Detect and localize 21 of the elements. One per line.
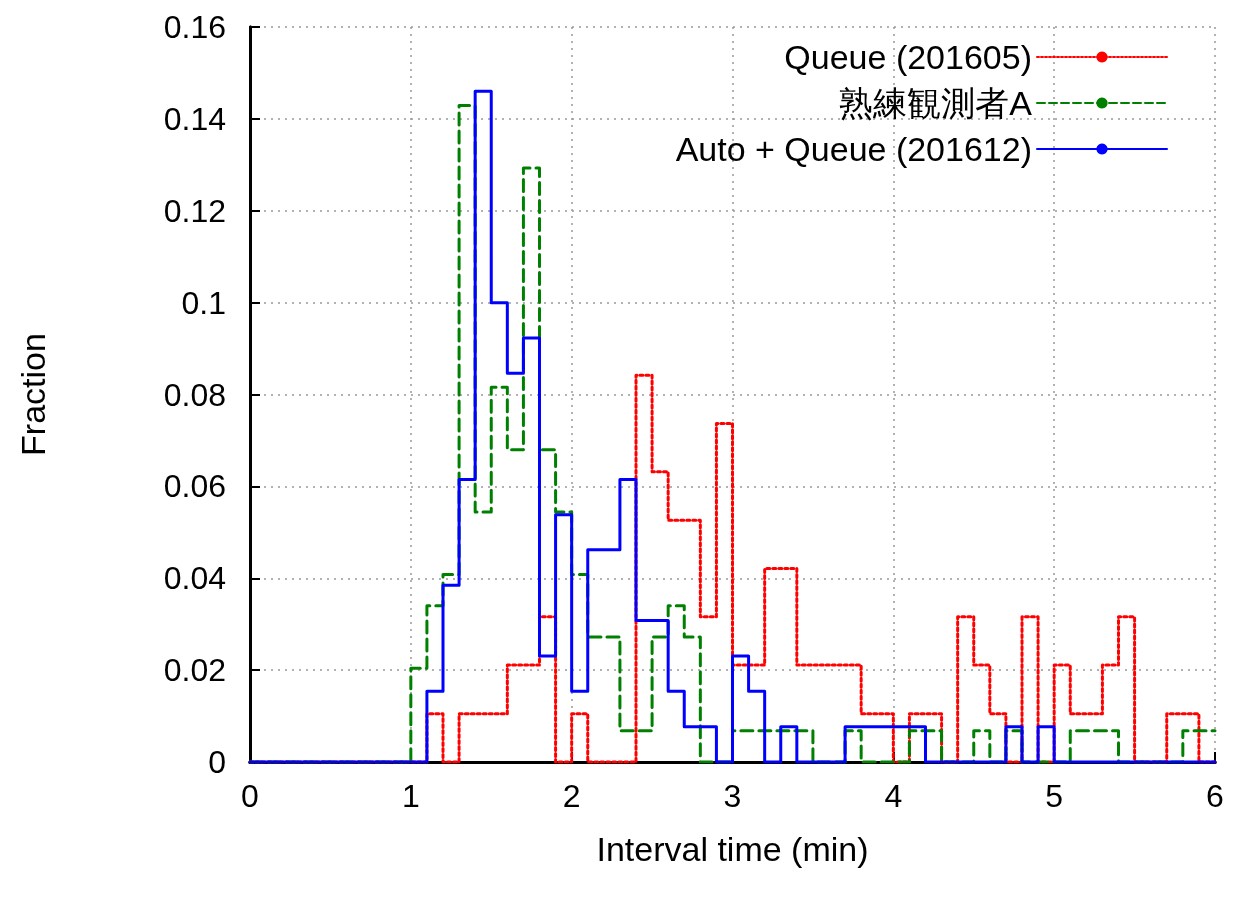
y-tick-label: 0.08 [163, 376, 226, 413]
x-tick-label: 2 [562, 778, 581, 814]
x-tick-label: 5 [1045, 778, 1064, 814]
legend-label: Auto + Queue (201612) [675, 130, 1032, 168]
x-tick-label: 1 [401, 778, 420, 814]
legend-label: Queue (201605) [784, 38, 1032, 76]
legend-label: 熟練観測者A [839, 84, 1033, 122]
x-tick-label: 6 [1206, 778, 1224, 814]
y-tick-label: 0.1 [181, 284, 226, 321]
y-tick-label: 0.12 [163, 192, 226, 229]
x-axis-title: Interval time (min) [596, 830, 869, 868]
y-tick-label: 0.02 [163, 652, 226, 689]
x-tick-label: 4 [884, 778, 903, 814]
y-tick-label: 0.14 [163, 100, 226, 137]
y-axis-title: Fraction [14, 333, 52, 456]
y-tick-label: 0 [208, 744, 226, 780]
x-tick-label: 3 [723, 778, 742, 814]
y-tick-label: 0.06 [163, 468, 226, 505]
x-tick-label: 0 [241, 778, 259, 814]
y-tick-label: 0.04 [163, 560, 226, 597]
y-tick-label: 0.16 [163, 9, 226, 45]
